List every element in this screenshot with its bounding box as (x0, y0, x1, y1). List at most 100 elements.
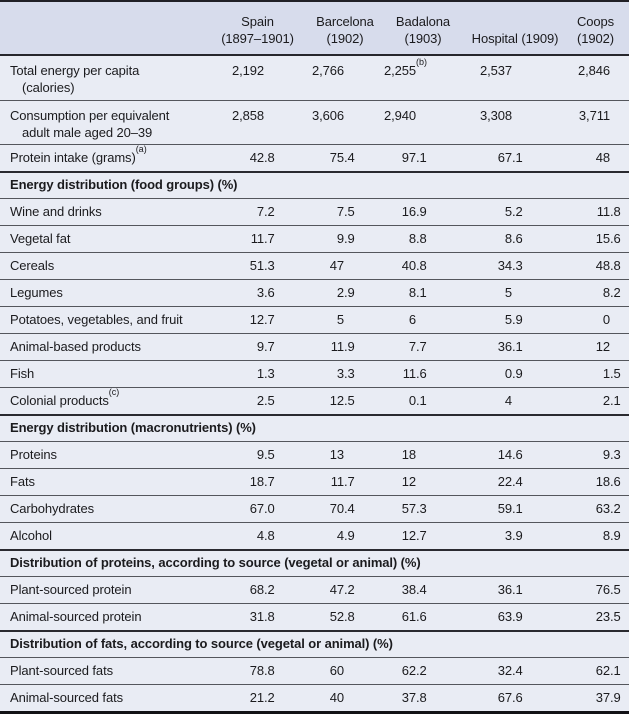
value-integer: 2 (256, 393, 264, 408)
value-cell-badalona: 40.8 (358, 253, 430, 279)
value-integer: 5 (336, 312, 344, 327)
value-cell-hospital: 0.9 (430, 361, 526, 387)
value-integer: 42 (249, 150, 264, 165)
value-integer: 78 (249, 663, 264, 678)
value-cell-hospital: 3.9 (430, 523, 526, 549)
value-integer: 34 (497, 258, 512, 273)
column-header-text: Badalona (395, 14, 451, 29)
value-cell-spain: 11.7 (225, 226, 278, 252)
value-integer: 0 (504, 366, 512, 381)
table-row: Protein intake (grams)(a) 42.8 75.4 97.1 67.… (0, 144, 629, 171)
value-fraction: .6 (610, 474, 621, 489)
row-label: Potatoes, vegetables, and fruit (10, 312, 183, 327)
row-label-line2: (calories) (22, 80, 75, 95)
value-cell-spain: 42.8 (225, 145, 278, 171)
value-cell-hospital: 63.9 (430, 604, 526, 630)
value-integer: 37 (595, 690, 610, 705)
value-integer: 18 (249, 474, 264, 489)
value-fraction: .7 (344, 474, 355, 489)
value-fraction (416, 442, 430, 468)
value-integer: 51 (249, 258, 264, 273)
value-cell-coops: 62.1 (526, 658, 629, 684)
row-label: Plant-sourced protein (10, 582, 132, 597)
value-cell-hospital: 67.6 (430, 685, 526, 711)
value-fraction: .4 (416, 582, 427, 597)
value-integer: 2,940 (383, 108, 416, 123)
value-integer: 6 (408, 312, 416, 327)
value-cell-hospital: 4 (430, 388, 526, 414)
value-integer: 67 (497, 690, 512, 705)
value-fraction: .5 (264, 393, 275, 408)
table-row: Plant-sourced fats 78.8 60 62.2 32.4 62.1 (0, 657, 629, 684)
column-header-text: Hospital (1909) (471, 31, 559, 46)
value-fraction: .9 (344, 339, 355, 354)
value-fraction (344, 442, 358, 468)
value-fraction: .1 (416, 285, 427, 300)
row-label-line2: adult male aged 20–39 (22, 125, 153, 140)
value-integer: 48 (595, 150, 610, 165)
value-fraction: .5 (344, 204, 355, 219)
value-cell-spain: 9.7 (225, 334, 278, 360)
value-fraction: .3 (264, 258, 275, 273)
value-integer: 31 (249, 609, 264, 624)
value-fraction: .5 (610, 609, 621, 624)
value-fraction: .1 (416, 150, 427, 165)
column-header-spain: Spain (1897–1901) (221, 2, 294, 54)
row-label: Cereals (10, 258, 55, 273)
table-row: Legumes 3.6 2.9 8.1 5 8.2 (0, 279, 629, 306)
value-fraction: .1 (512, 501, 523, 516)
table-row: Cereals 51.3 47 40.8 34.3 48.8 (0, 252, 629, 279)
value-fraction: .2 (264, 582, 275, 597)
value-fraction (610, 62, 624, 100)
value-cell-spain: 67.0 (225, 496, 278, 522)
value-fraction: .7 (264, 231, 275, 246)
row-label: Animal-based products (10, 339, 141, 354)
value-integer: 4 (256, 528, 264, 543)
table-row: Carbohydrates 67.0 70.4 57.3 59.1 63.2 (0, 495, 629, 522)
value-integer: 18 (401, 447, 416, 462)
value-integer: 63 (595, 501, 610, 516)
value-fraction: .3 (344, 366, 355, 381)
value-integer: 7 (408, 339, 416, 354)
value-cell-spain: 31.8 (225, 604, 278, 630)
value-cell-barcelona: 52.8 (278, 604, 358, 630)
value-integer: 15 (595, 231, 610, 246)
value-fraction: .2 (264, 690, 275, 705)
value-cell-badalona: 57.3 (358, 496, 430, 522)
row-label: Wine and drinks (10, 204, 102, 219)
table-row: Consumption per equivalent adult male age… (0, 100, 629, 144)
value-fraction: .9 (344, 528, 355, 543)
row-label: Colonial products(c) (10, 387, 120, 408)
value-cell-spain: 2.5 (225, 388, 278, 414)
value-integer: 2,255 (383, 63, 416, 78)
value-cell-badalona: 61.6 (358, 604, 430, 630)
value-fraction (512, 388, 526, 414)
section-header: Energy distribution (food groups) (%) (0, 171, 629, 198)
value-integer: 3 (336, 366, 344, 381)
value-integer: 13 (329, 447, 344, 462)
value-cell-badalona: 8.8 (358, 226, 430, 252)
value-fraction: .5 (610, 582, 621, 597)
value-cell-badalona: 8.1 (358, 280, 430, 306)
value-cell-barcelona: 60 (278, 658, 358, 684)
value-cell-barcelona: 13 (278, 442, 358, 468)
value-cell-coops: 37.9 (526, 685, 629, 711)
value-fraction: (b) (416, 58, 430, 100)
value-cell-badalona: 12 (358, 469, 430, 495)
row-label: Consumption per equivalent adult male age… (0, 107, 225, 144)
value-fraction (344, 253, 358, 279)
value-integer: 47 (329, 582, 344, 597)
value-integer: 8 (408, 285, 416, 300)
value-fraction: .7 (416, 339, 427, 354)
value-cell-spain: 2,192 (225, 62, 278, 100)
value-integer: 63 (497, 609, 512, 624)
value-fraction: .8 (416, 231, 427, 246)
value-integer: 59 (497, 501, 512, 516)
value-integer: 70 (329, 501, 344, 516)
value-cell-coops: 23.5 (526, 604, 629, 630)
table-row: Alcohol 4.8 4.9 12.7 3.9 8.9 (0, 522, 629, 549)
value-fraction: .3 (416, 501, 427, 516)
table-row: Vegetal fat 11.7 9.9 8.8 8.6 15.6 (0, 225, 629, 252)
value-integer: 61 (401, 609, 416, 624)
value-fraction: .0 (264, 501, 275, 516)
